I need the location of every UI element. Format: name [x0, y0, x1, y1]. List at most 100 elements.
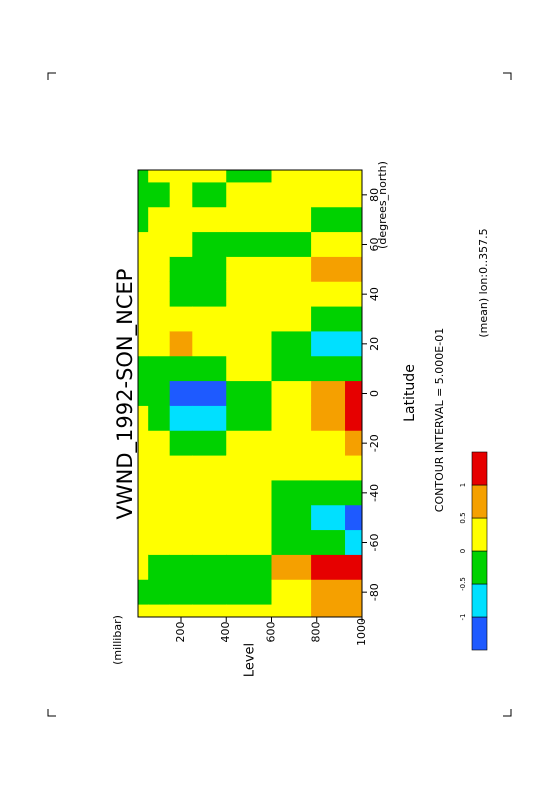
colorbar-label: -1 — [459, 614, 467, 621]
cell — [138, 579, 149, 605]
cell — [311, 256, 346, 282]
cell — [271, 181, 312, 208]
cell — [192, 405, 227, 431]
colorbar-box — [471, 451, 488, 486]
cell — [138, 170, 149, 183]
cell — [138, 256, 149, 282]
cell — [345, 579, 362, 605]
cell — [169, 306, 193, 332]
cell — [345, 330, 362, 357]
cell — [226, 181, 272, 208]
cell — [271, 380, 312, 406]
cell — [271, 306, 312, 332]
cell — [226, 430, 272, 456]
cell — [148, 504, 171, 531]
cell — [271, 256, 312, 282]
colorbar-label: 1 — [459, 483, 467, 487]
cell — [148, 529, 171, 555]
cell — [345, 181, 362, 208]
cell — [226, 380, 272, 406]
cell — [311, 170, 346, 183]
cell — [271, 330, 312, 357]
cell — [169, 430, 193, 456]
cell — [226, 579, 272, 605]
chart: VWND_1992-SON_NCEP (millibar) Level (deg… — [111, 161, 490, 677]
colorbar-box — [471, 550, 488, 585]
cell — [169, 231, 193, 257]
cell — [226, 330, 272, 357]
cell — [148, 330, 171, 357]
cell — [271, 430, 312, 456]
x-tick-label: 20 — [368, 337, 381, 351]
cell — [148, 380, 171, 406]
cell — [169, 281, 193, 307]
cell — [311, 306, 346, 332]
cell — [148, 231, 171, 257]
cell — [192, 554, 227, 580]
cell — [345, 604, 362, 617]
cell — [169, 554, 193, 580]
cell — [138, 554, 149, 580]
colorbar-box — [471, 616, 488, 651]
cell — [192, 170, 227, 183]
cell — [169, 479, 193, 506]
cell — [169, 604, 193, 617]
cell — [148, 170, 171, 183]
cell — [345, 554, 362, 580]
cell — [138, 604, 149, 617]
corner — [47, 72, 56, 80]
x-tick-label: -80 — [368, 583, 381, 601]
cell — [226, 170, 272, 183]
cell — [345, 529, 362, 555]
cell — [345, 306, 362, 332]
cell — [148, 604, 171, 617]
x-tick-label: 80 — [368, 188, 381, 202]
y-tick-label: 1000 — [355, 618, 368, 646]
cell — [311, 529, 346, 555]
y-label: Level — [243, 643, 258, 677]
y-tick-label: 200 — [174, 622, 187, 643]
cell — [192, 281, 227, 307]
cell — [138, 281, 149, 307]
cell — [226, 504, 272, 531]
cell — [345, 281, 362, 307]
cell — [138, 306, 149, 332]
cell — [345, 479, 362, 506]
cell — [192, 529, 227, 555]
cell — [138, 504, 149, 531]
cell — [192, 479, 227, 506]
cell — [148, 181, 171, 208]
x-tick-label: -20 — [368, 434, 381, 452]
cell — [169, 170, 193, 183]
cell — [148, 455, 171, 481]
cell — [311, 405, 346, 431]
cell — [345, 455, 362, 481]
cell — [138, 181, 149, 208]
cell — [138, 455, 149, 481]
cell — [138, 330, 149, 357]
cell — [311, 554, 346, 580]
cell — [271, 504, 312, 531]
cell — [138, 479, 149, 506]
cell — [311, 479, 346, 506]
cell — [345, 170, 362, 183]
cell — [271, 206, 312, 233]
cell — [138, 405, 149, 431]
cell — [226, 455, 272, 481]
cell — [192, 455, 227, 481]
colorbar-label: 0 — [459, 549, 467, 553]
y-unit: (millibar) — [111, 615, 124, 665]
cell — [169, 256, 193, 282]
cell — [271, 281, 312, 307]
cell — [169, 380, 193, 406]
cell — [345, 231, 362, 257]
cell — [192, 306, 227, 332]
cell — [226, 256, 272, 282]
cell — [345, 355, 362, 382]
cell — [271, 405, 312, 431]
colorbar-box — [471, 583, 488, 618]
cell — [138, 231, 149, 257]
y-tick-label: 400 — [219, 622, 232, 643]
field — [138, 170, 362, 617]
